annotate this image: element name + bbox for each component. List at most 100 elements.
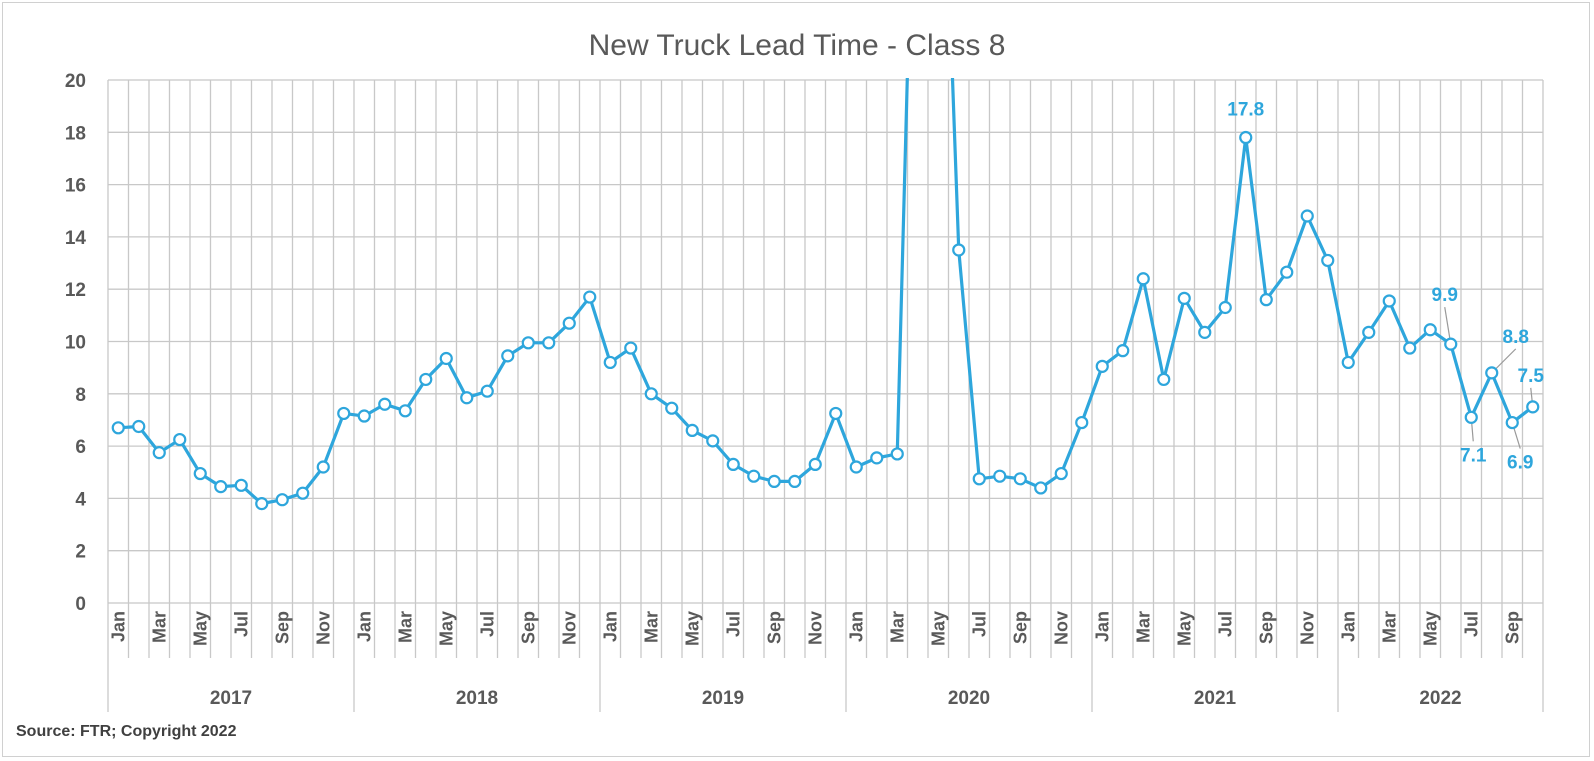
data-point: [275, 493, 289, 507]
series-points: [111, 130, 1540, 511]
data-point: [644, 387, 658, 401]
data-point: [480, 384, 494, 398]
x-tick-label: May: [1174, 611, 1194, 646]
data-point: [255, 497, 269, 511]
data-point: [952, 243, 966, 257]
year-label: 2021: [1194, 688, 1237, 709]
year-label: 2018: [456, 688, 498, 709]
gridlines: [107, 79, 1544, 604]
data-point: [624, 341, 638, 355]
series-line: [118, 78, 1534, 506]
data-point: [1505, 415, 1519, 430]
data-point: [1157, 372, 1171, 387]
chart-title: New Truck Lead Time - Class 8: [589, 29, 1006, 62]
x-tick-label: Mar: [1133, 611, 1153, 643]
data-point: [849, 460, 863, 474]
x-tick-label: Jan: [600, 611, 620, 642]
data-point: [521, 336, 535, 350]
x-tick-label: Nov: [1051, 611, 1071, 645]
data-label: 17.8: [1227, 100, 1264, 121]
data-point: [111, 421, 125, 435]
y-tick-label: 4: [75, 489, 86, 510]
y-tick-label: 10: [65, 333, 86, 354]
data-point: [1464, 410, 1478, 424]
x-tick-label: Jul: [231, 611, 251, 637]
data-point: [398, 404, 412, 418]
data-point: [1362, 325, 1376, 339]
data-point: [726, 457, 740, 472]
x-tick-label: Nov: [805, 611, 825, 645]
x-tick-label: May: [928, 611, 948, 646]
data-point: [603, 355, 617, 370]
data-point: [1239, 130, 1253, 145]
series-line-group: [118, 78, 1534, 506]
data-label: 9.9: [1432, 285, 1458, 306]
y-tick-label: 18: [65, 123, 86, 144]
x-tick-label: Mar: [1379, 611, 1399, 643]
y-tick-label: 6: [75, 437, 86, 458]
x-tick-label: Jul: [477, 611, 497, 637]
x-tick-label: Jan: [1092, 611, 1112, 642]
data-label: 7.5: [1518, 366, 1545, 387]
x-tick-label: May: [436, 611, 456, 646]
data-point: [1095, 359, 1109, 373]
source-note: Source: FTR; Copyright 2022: [16, 723, 237, 740]
x-tick-label: Jul: [1215, 611, 1235, 637]
year-label: 2017: [210, 688, 252, 709]
y-tick-label: 16: [65, 176, 86, 197]
data-point: [1177, 291, 1191, 305]
data-label: 7.1: [1460, 445, 1487, 466]
year-label: 2020: [948, 688, 990, 709]
x-tick-label: Sep: [764, 611, 784, 644]
data-point: [583, 290, 597, 304]
x-tick-label: Mar: [887, 611, 907, 643]
data-point: [685, 423, 699, 438]
data-point: [419, 372, 433, 387]
data-point: [173, 432, 187, 447]
x-tick-label: Jul: [1461, 611, 1481, 637]
data-point: [788, 474, 802, 489]
x-axis: Jan Mar May Jul Sep Nov Jan Mar May Jul Sep Nov Jan M…: [107, 603, 1544, 712]
data-point: [972, 472, 986, 486]
data-point: [132, 419, 146, 434]
data-point: [808, 457, 822, 472]
data-point: [870, 451, 884, 465]
data-labels: 17.8 9.9 7.1 8.8 6.9 7.5: [1227, 100, 1544, 474]
x-tick-label: Nov: [559, 611, 579, 645]
data-point: [1382, 294, 1396, 308]
data-label: 8.8: [1503, 327, 1529, 348]
data-point: [1280, 265, 1294, 279]
x-tick-label: Mar: [641, 611, 661, 643]
x-tick-label: May: [190, 611, 210, 646]
data-point: [542, 336, 556, 350]
data-point: [1526, 400, 1540, 414]
data-point: [460, 391, 474, 405]
x-tick-label: Jan: [354, 611, 374, 642]
y-tick-label: 20: [65, 71, 86, 92]
data-point: [296, 486, 310, 500]
data-point: [1054, 466, 1068, 481]
data-label: 6.9: [1507, 453, 1533, 474]
x-tick-label: Mar: [149, 611, 169, 643]
y-tick-label: 14: [65, 228, 87, 249]
data-point: [152, 446, 166, 460]
data-point: [1218, 300, 1232, 315]
data-point: [1403, 341, 1417, 355]
data-point: [1116, 344, 1130, 358]
year-label: 2022: [1419, 688, 1461, 709]
data-point: [439, 351, 453, 366]
x-tick-label: Nov: [1297, 611, 1317, 645]
x-tick-label: Sep: [518, 611, 538, 644]
data-point: [378, 397, 392, 411]
y-axis-ticks: 0 2 4 6 8 10 12 14 16 18 20: [65, 71, 87, 615]
year-label: 2019: [702, 688, 744, 709]
y-tick-label: 0: [75, 594, 86, 615]
x-tick-label: Jul: [723, 611, 743, 637]
data-point: [706, 434, 720, 448]
data-point: [234, 478, 248, 492]
y-tick-label: 2: [75, 542, 86, 563]
y-tick-label: 8: [75, 385, 86, 406]
x-tick-label: Sep: [1010, 611, 1030, 644]
data-point: [1034, 481, 1048, 495]
x-tick-label: May: [1420, 611, 1440, 646]
